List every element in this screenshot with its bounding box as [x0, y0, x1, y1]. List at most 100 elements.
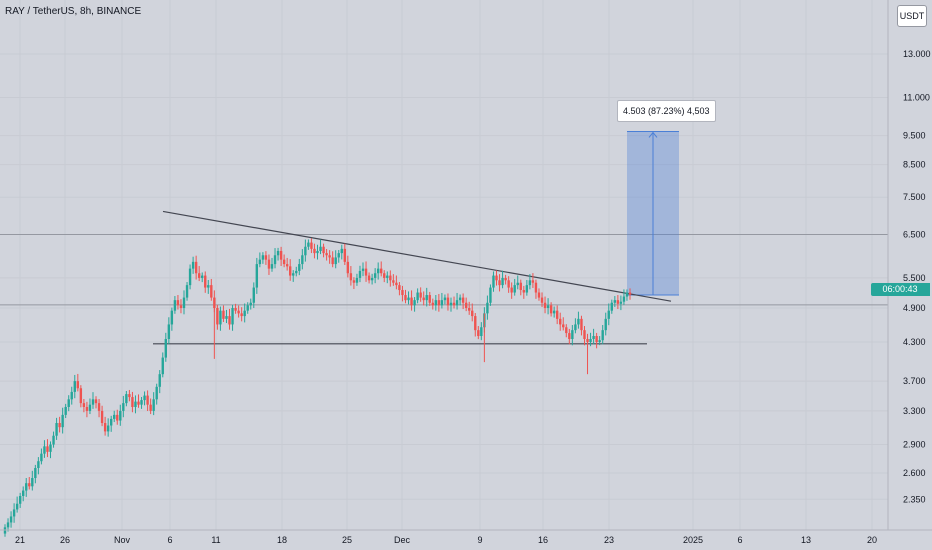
candle-body [610, 302, 613, 311]
candle-body [589, 338, 592, 342]
candle-body [176, 300, 180, 306]
candle-body [88, 404, 92, 411]
candle-body [552, 310, 556, 314]
candle-down [540, 292, 544, 307]
candle-body [373, 273, 377, 278]
price-axis[interactable]: 13.000 11.000 9.500 8.500 7.500 6.500 5.500 4.9… [887, 0, 931, 530]
candle-up [449, 297, 453, 312]
candle-body [82, 403, 86, 407]
candle-body [15, 503, 19, 510]
candle-up [201, 272, 204, 283]
candle-down [504, 274, 507, 285]
candle-body [367, 275, 371, 281]
candle-body [595, 336, 598, 342]
candle-down [116, 409, 119, 425]
x-tick-label: 13 [801, 535, 811, 545]
candle-up [252, 282, 255, 308]
candle-up [167, 317, 171, 345]
candle-down [474, 312, 477, 337]
trendlines[interactable] [153, 210, 672, 345]
y-tick-label: 4.300 [903, 337, 926, 347]
candle-body [486, 302, 489, 314]
candle-body [525, 285, 529, 293]
candle-body [34, 468, 37, 479]
candle-up [9, 511, 13, 528]
candle-up [106, 418, 110, 437]
candle-up [43, 440, 46, 458]
candle-body [489, 287, 492, 303]
candle-body [6, 522, 10, 528]
candle-body [528, 280, 532, 286]
y-tick-label: 13.000 [903, 49, 931, 59]
candle-body [228, 316, 231, 325]
candle-up [261, 252, 265, 264]
candle-body [91, 399, 95, 405]
candle-up [255, 257, 259, 294]
candle-body [628, 292, 632, 295]
candle-down [389, 270, 392, 287]
candle-down [580, 315, 583, 336]
candle-body [70, 391, 73, 400]
candle-down [264, 251, 268, 265]
currency-unit-button[interactable]: USDT [897, 5, 927, 27]
candle-body [197, 273, 201, 278]
candle-down [58, 416, 61, 433]
candle-down [194, 255, 198, 280]
candle-body [201, 275, 204, 278]
candle-body [25, 483, 28, 491]
candle-down [346, 255, 350, 278]
candle-down [137, 394, 140, 408]
candle-body [128, 394, 131, 398]
candle-up [207, 279, 210, 294]
candle-body [22, 490, 25, 496]
candle-up [64, 403, 67, 419]
candle-up [273, 248, 277, 269]
candle-body [501, 277, 504, 286]
candle-up [340, 244, 343, 260]
time-axis[interactable]: 21 26 Nov 6 11 18 25 Dec 9 16 23 2025 6 13 20 [0, 529, 932, 545]
candle-down [380, 261, 383, 277]
candle-down [179, 299, 183, 314]
candle-down [422, 291, 425, 306]
candle-body [516, 282, 519, 286]
candle-up [455, 292, 459, 310]
y-tick-label: 6.500 [903, 229, 926, 239]
candle-up [88, 398, 92, 415]
candle-up [358, 265, 362, 283]
candle-down [131, 391, 134, 413]
candle-down [477, 326, 480, 340]
candle-up [219, 306, 222, 331]
candle-up [12, 503, 16, 523]
candle-up [577, 311, 580, 329]
projection-label: 4.503 (87.23%) 4,503 [617, 100, 716, 122]
candle-down [146, 390, 149, 411]
candle-body [616, 300, 620, 304]
candle-body [443, 297, 447, 301]
candle-down [94, 396, 98, 409]
candle-up [170, 307, 174, 331]
y-tick-label: 3.700 [903, 376, 926, 386]
candle-up [319, 239, 322, 255]
candle-up [22, 486, 25, 502]
descending-trendline[interactable] [162, 210, 672, 302]
projection-range[interactable] [627, 130, 679, 296]
candle-body [216, 307, 219, 325]
candle-up [18, 492, 22, 508]
x-tick-label: 25 [342, 535, 352, 545]
candle-down [510, 282, 513, 299]
candle-down [343, 243, 347, 266]
candle-up [307, 239, 310, 250]
candle-body [389, 275, 392, 281]
candle-body [355, 277, 359, 283]
candle-body [380, 268, 383, 274]
candle-body [422, 297, 425, 301]
candle-body [170, 310, 174, 325]
candle-up [185, 282, 189, 301]
candle-up [140, 396, 143, 409]
candle-up [34, 464, 37, 484]
candle-body [301, 255, 304, 265]
candle-body [252, 287, 255, 303]
candle-body [146, 395, 149, 405]
candle-up [546, 298, 550, 315]
